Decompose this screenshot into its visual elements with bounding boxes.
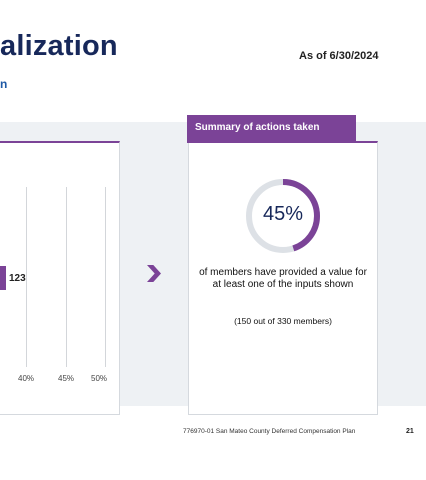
page-number: 21 xyxy=(406,428,414,435)
page-title: alization xyxy=(0,30,118,62)
footer-text: 776970-01 San Mateo County Deferred Comp… xyxy=(183,428,356,435)
chart-panel: 123 40% 45% 50% xyxy=(0,141,120,415)
gridline xyxy=(66,187,67,367)
x-tick-label: 50% xyxy=(91,374,108,383)
summary-tab: Summary of actions taken xyxy=(187,115,356,143)
x-tick-label: 40% xyxy=(18,374,35,383)
summary-description: of members have provided a value for at … xyxy=(199,267,367,290)
summary-panel: 45% of members have provided a value for… xyxy=(188,141,378,415)
x-tick-label: 45% xyxy=(58,374,75,383)
chart-bar xyxy=(0,266,6,290)
donut-arc xyxy=(246,179,320,253)
as-of-date: As of 6/30/2024 xyxy=(299,50,379,62)
page-subtitle: n xyxy=(0,77,8,91)
progress-donut xyxy=(246,179,320,253)
member-count: (150 out of 330 members) xyxy=(234,316,332,326)
gridline xyxy=(105,187,106,367)
percent-label: 45% xyxy=(262,203,304,225)
gridline xyxy=(26,187,27,367)
bar-value-label: 123 xyxy=(9,273,26,284)
